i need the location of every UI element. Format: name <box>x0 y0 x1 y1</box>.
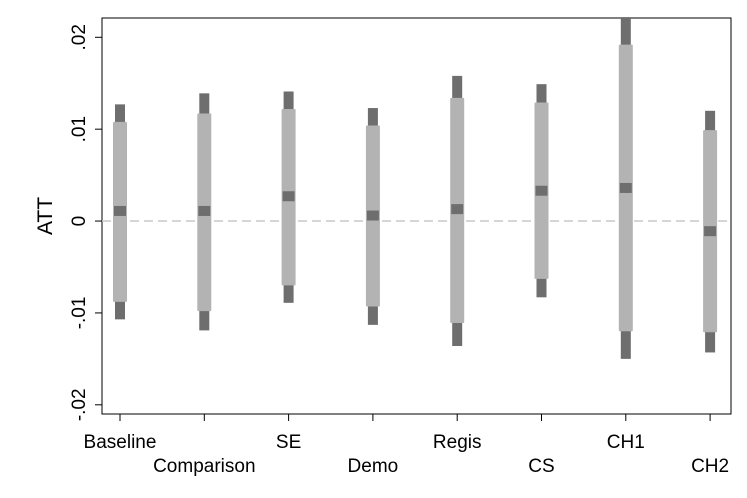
x-tick-label: Baseline <box>84 432 157 453</box>
x-tick-label: Regis <box>433 432 482 453</box>
y-axis-label: ATT <box>34 197 57 235</box>
x-axis: Baseline Comparison SE Demo Regis CS CH1 CH2 <box>84 414 729 477</box>
x-tick-label: CS <box>528 456 554 477</box>
point-estimate <box>282 191 295 202</box>
y-tick-label: .01 <box>69 116 90 142</box>
x-tick-label: SE <box>276 432 301 453</box>
point-estimate <box>704 226 717 237</box>
point-estimate <box>451 204 464 215</box>
x-tick-label: CH2 <box>691 456 729 477</box>
y-tick-label: 0 <box>69 216 90 227</box>
point-estimate <box>535 185 548 196</box>
x-tick-label: CH1 <box>607 432 645 453</box>
point-estimate <box>366 210 379 221</box>
point-estimate <box>619 182 632 193</box>
point-estimate <box>114 205 126 216</box>
y-tick-label: -.02 <box>69 388 90 421</box>
range-marks <box>113 17 718 359</box>
x-tick-label: Demo <box>348 456 399 477</box>
x-tick-label: Comparison <box>153 456 255 477</box>
plot-area <box>101 17 732 415</box>
y-tick-label: -.01 <box>69 297 90 330</box>
y-tick-label: .02 <box>69 24 90 50</box>
y-axis: -.02 -.01 0 .01 .02 <box>69 24 102 421</box>
point-estimate <box>198 205 211 216</box>
